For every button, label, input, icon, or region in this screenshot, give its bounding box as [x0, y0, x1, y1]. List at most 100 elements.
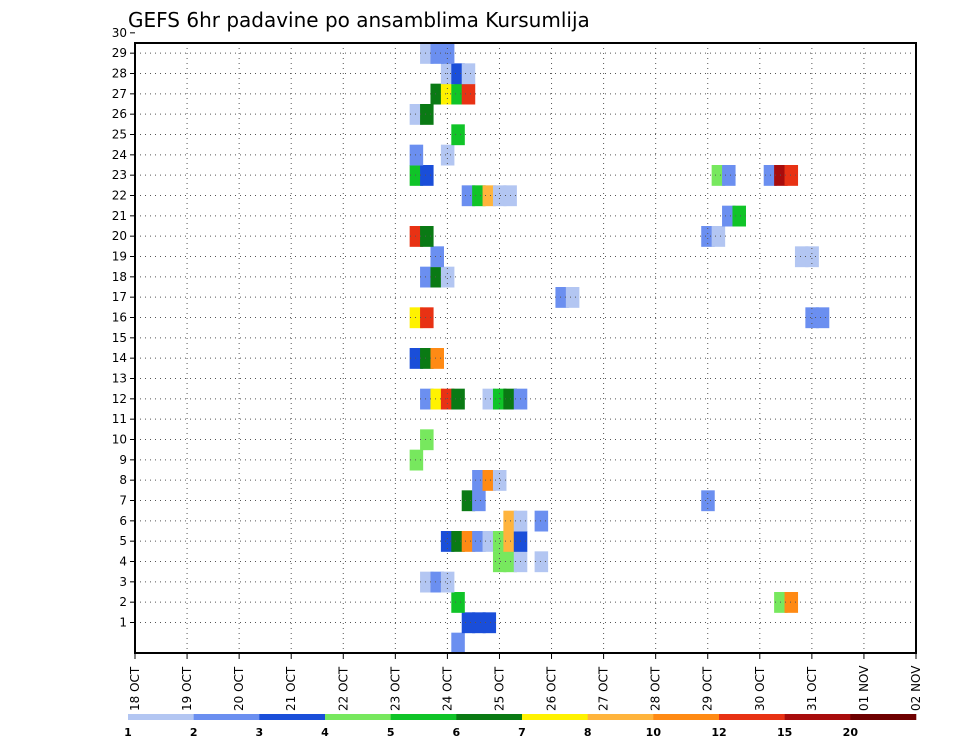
colorbar-swatch: [587, 714, 654, 720]
precip-cell: [430, 43, 444, 64]
precip-cell: [430, 246, 444, 268]
precip-cell: [420, 266, 434, 288]
precip-cell: [805, 307, 819, 329]
colorbar-swatch: [719, 714, 785, 720]
colorbar-swatch: [390, 714, 457, 720]
colorbar-swatch: [259, 714, 326, 720]
precip-cell: [409, 165, 424, 186]
precip-cell: [482, 531, 497, 552]
colorbar-swatch: [456, 714, 523, 720]
chart-title: GEFS 6hr padavine po ansamblima Kursumli…: [128, 8, 590, 32]
precip-cell: [711, 226, 726, 247]
precip-cell: [451, 388, 465, 410]
precip-cell: [420, 571, 434, 593]
colorbar-swatch: [193, 714, 260, 720]
x-tick-label: 30 OCT: [753, 666, 767, 711]
y-tick-label: 5: [119, 534, 127, 548]
y-tick-label: 23: [112, 168, 127, 182]
precip-cell: [794, 246, 809, 268]
precip-cell: [461, 185, 476, 207]
x-axis: 18 OCT 19 OCT 20 OCT 21 OCT 22 OCT 23 OCT 24 O…: [128, 653, 923, 711]
precip-cell: [420, 43, 434, 64]
precip-cell: [420, 226, 434, 247]
precip-cell: [451, 124, 465, 146]
y-tick-label: 25: [112, 128, 127, 142]
y-tick-label: 2: [119, 595, 127, 609]
y-tick-label: 18: [112, 270, 127, 284]
precip-cell: [409, 307, 424, 329]
colorbar: 1 2 3 4 5 6 7 8 10 12 15 20: [124, 714, 917, 739]
colorbar-swatch: [850, 714, 917, 720]
precip-cell: [534, 510, 549, 532]
colorbar-swatch: [325, 714, 391, 720]
x-tick-label: 24 OCT: [440, 666, 454, 711]
precip-cell: [815, 307, 830, 329]
y-tick-label: 3: [119, 575, 127, 589]
y-tick-label: 17: [112, 290, 127, 304]
colorbar-label: 4: [321, 726, 329, 739]
y-tick-label: 19: [112, 250, 127, 264]
x-tick-label: 28 OCT: [649, 666, 663, 711]
precip-cell: [440, 571, 455, 593]
y-tick-label: 22: [112, 189, 127, 203]
precip-cell: [482, 470, 497, 491]
precip-cell: [420, 429, 434, 451]
y-tick-label: 9: [119, 453, 127, 467]
precip-cell: [461, 83, 476, 105]
y-tick-label: 30: [112, 26, 127, 40]
precip-cell: [482, 612, 497, 634]
precip-cell: [482, 185, 497, 207]
y-tick-label: 8: [119, 473, 127, 487]
colorbar-label: 15: [777, 726, 792, 739]
precip-cell: [430, 388, 444, 410]
x-tick-label: 21 OCT: [284, 666, 298, 711]
x-tick-label: 02 NOV: [909, 665, 923, 711]
x-tick-label: 31 OCT: [805, 666, 819, 711]
precip-cell: [409, 348, 424, 369]
precip-cell: [461, 531, 476, 552]
precip-cell: [492, 531, 507, 552]
y-tick-label: 29: [112, 46, 127, 60]
precip-cell: [440, 144, 455, 166]
colorbar-label: 1: [124, 726, 132, 739]
precip-cell: [409, 104, 424, 125]
y-tick-label: 21: [112, 209, 127, 223]
colorbar-label: 8: [584, 726, 592, 739]
y-tick-label: 26: [112, 107, 127, 121]
precip-cell: [440, 388, 455, 410]
x-tick-label: 23 OCT: [388, 666, 402, 711]
y-tick-label: 1: [119, 616, 127, 630]
precip-cell: [430, 266, 444, 288]
y-tick-label: 12: [112, 392, 127, 406]
precip-cell: [420, 307, 434, 329]
x-tick-label: 26 OCT: [545, 666, 559, 711]
x-tick-label: 01 NOV: [857, 665, 871, 711]
precip-cell: [451, 592, 465, 613]
colorbar-label: 5: [387, 726, 395, 739]
gridlines: [135, 43, 916, 653]
y-tick-label: 28: [112, 67, 127, 81]
precip-cell: [430, 83, 444, 105]
colorbar-label: 10: [646, 726, 662, 739]
precip-cell: [555, 287, 569, 308]
data-cells: [409, 43, 830, 654]
x-tick-label: 18 OCT: [128, 666, 142, 711]
y-tick-label: 16: [112, 311, 127, 325]
precip-cell: [420, 104, 434, 125]
x-tick-label: 29 OCT: [701, 666, 715, 711]
precip-cell: [472, 185, 486, 207]
precip-cell: [492, 551, 507, 573]
precip-cell: [409, 449, 424, 471]
precip-cell: [805, 246, 819, 268]
y-tick-label: 14: [112, 351, 127, 365]
colorbar-label: 3: [256, 726, 264, 739]
colorbar-swatch: [653, 714, 720, 720]
colorbar-swatch: [128, 714, 194, 720]
precip-cell: [722, 205, 736, 227]
colorbar-label: 12: [711, 726, 726, 739]
precip-cell: [451, 63, 465, 85]
precip-cell: [722, 165, 736, 186]
precip-cell: [420, 348, 434, 369]
x-tick-label: 19 OCT: [180, 666, 194, 711]
precip-cell: [420, 165, 434, 186]
